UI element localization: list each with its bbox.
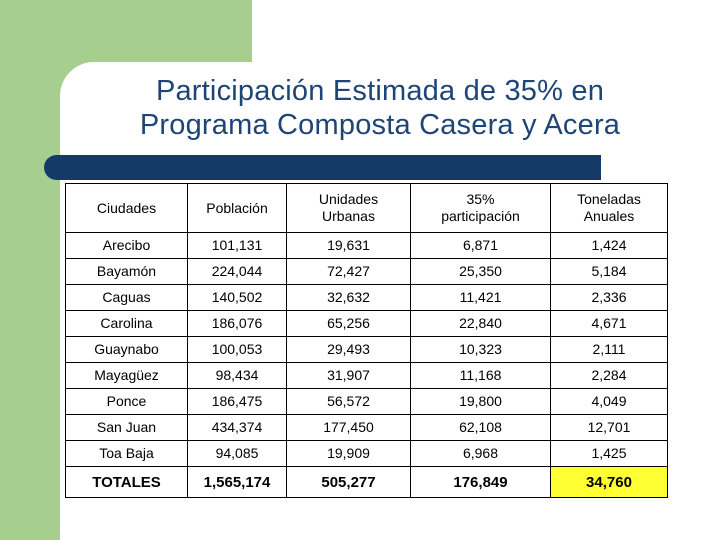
title-line-2: Programa Composta Casera y Acera (139, 109, 621, 141)
table-row: Carolina 186,076 65,256 22,840 4,671 (65, 310, 668, 337)
cell-population: 224,044 (187, 258, 287, 285)
header-tons: Toneladas Anuales (550, 183, 668, 233)
total-tons: 34,760 (550, 466, 668, 498)
total-participation: 176,849 (410, 466, 551, 498)
slide-title: Participación Estimada de 35% en Program… (60, 74, 700, 142)
table-row: Arecibo 101,131 19,631 6,871 1,424 (65, 232, 668, 259)
total-population: 1,565,174 (187, 466, 287, 498)
title-line-1: Participación Estimada de 35% en (155, 75, 605, 107)
cell-urban-units: 32,632 (286, 284, 411, 311)
cell-tons: 4,671 (550, 310, 668, 337)
cell-participation: 11,421 (410, 284, 551, 311)
table-row: Toa Baja 94,085 19,909 6,968 1,425 (65, 440, 668, 467)
composting-table: Ciudades Población Unidades Urbanas 35% parti… (65, 183, 668, 498)
table-row: Guaynabo 100,053 29,493 10,323 2,111 (65, 336, 668, 363)
cell-participation: 11,168 (410, 362, 551, 389)
cell-city: Carolina (65, 310, 188, 337)
table-header-row: Ciudades Población Unidades Urbanas 35% parti… (65, 183, 668, 233)
cell-tons: 1,424 (550, 232, 668, 259)
header-text: Anuales (583, 208, 635, 224)
cell-tons: 4,049 (550, 388, 668, 415)
cell-city: Bayamón (65, 258, 188, 285)
header-text: Toneladas (577, 191, 641, 207)
cell-population: 434,374 (187, 414, 287, 441)
cell-city: Caguas (65, 284, 188, 311)
cell-city: Toa Baja (65, 440, 188, 467)
cell-city: Mayagüez (65, 362, 188, 389)
total-urban-units: 505,277 (286, 466, 411, 498)
table-row: Mayagüez 98,434 31,907 11,168 2,284 (65, 362, 668, 389)
cell-population: 186,076 (187, 310, 287, 337)
cell-urban-units: 65,256 (286, 310, 411, 337)
accent-bar (60, 155, 601, 180)
header-text: participación (441, 208, 520, 224)
table-row: Caguas 140,502 32,632 11,421 2,336 (65, 284, 668, 311)
header-text: Ciudades (96, 199, 157, 216)
cell-participation: 10,323 (410, 336, 551, 363)
cell-tons: 2,111 (550, 336, 668, 363)
cell-city: Ponce (65, 388, 188, 415)
table-row: San Juan 434,374 177,450 62,108 12,701 (65, 414, 668, 441)
cell-urban-units: 72,427 (286, 258, 411, 285)
header-population: Población (187, 183, 287, 233)
header-text: Unidades (318, 191, 379, 207)
cell-tons: 2,284 (550, 362, 668, 389)
cell-urban-units: 19,909 (286, 440, 411, 467)
cell-urban-units: 29,493 (286, 336, 411, 363)
cell-urban-units: 56,572 (286, 388, 411, 415)
cell-city: San Juan (65, 414, 188, 441)
cell-participation: 6,968 (410, 440, 551, 467)
cell-participation: 6,871 (410, 232, 551, 259)
cell-population: 140,502 (187, 284, 287, 311)
totals-row: TOTALES 1,565,174 505,277 176,849 34,760 (65, 466, 668, 498)
cell-population: 94,085 (187, 440, 287, 467)
header-text: Urbanas (322, 208, 375, 224)
header-urban-units: Unidades Urbanas (286, 183, 411, 233)
table-row: Bayamón 224,044 72,427 25,350 5,184 (65, 258, 668, 285)
cell-urban-units: 177,450 (286, 414, 411, 441)
cell-participation: 19,800 (410, 388, 551, 415)
cell-urban-units: 19,631 (286, 232, 411, 259)
cell-tons: 1,425 (550, 440, 668, 467)
cell-urban-units: 31,907 (286, 362, 411, 389)
cell-city: Arecibo (65, 232, 188, 259)
header-text: Población (206, 199, 268, 216)
header-participation: 35% participación (410, 183, 551, 233)
cell-participation: 22,840 (410, 310, 551, 337)
total-city: TOTALES (65, 466, 188, 498)
cell-participation: 62,108 (410, 414, 551, 441)
table-row: Ponce 186,475 56,572 19,800 4,049 (65, 388, 668, 415)
cell-tons: 5,184 (550, 258, 668, 285)
cell-participation: 25,350 (410, 258, 551, 285)
header-text: 35% (466, 191, 495, 207)
cell-city: Guaynabo (65, 336, 188, 363)
cell-tons: 12,701 (550, 414, 668, 441)
header-city: Ciudades (65, 183, 188, 233)
cell-population: 100,053 (187, 336, 287, 363)
cell-population: 101,131 (187, 232, 287, 259)
cell-population: 186,475 (187, 388, 287, 415)
cell-tons: 2,336 (550, 284, 668, 311)
cell-population: 98,434 (187, 362, 287, 389)
